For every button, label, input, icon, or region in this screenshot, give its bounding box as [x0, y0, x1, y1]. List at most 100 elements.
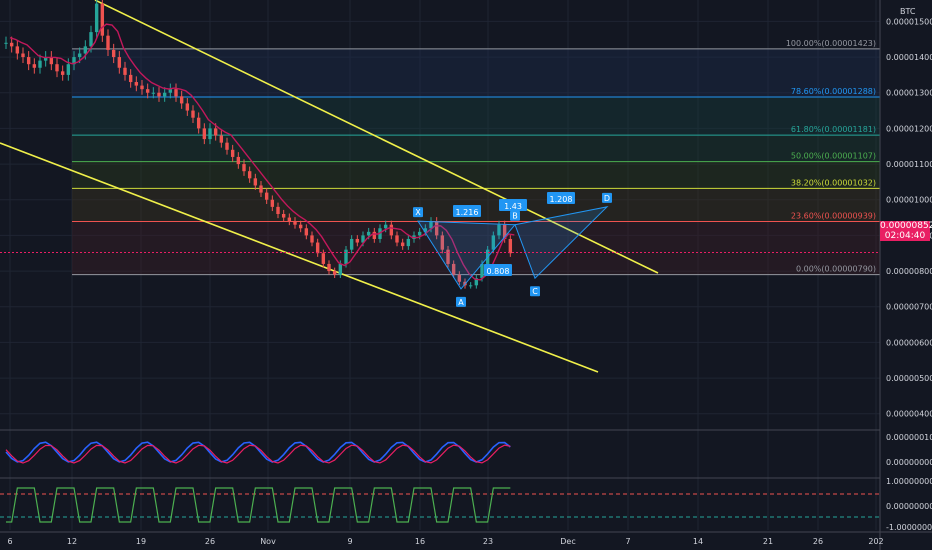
- candle-body: [111, 49, 116, 58]
- candle-body: [259, 185, 263, 193]
- y-axis-tick-label: 0.00000700: [886, 303, 932, 312]
- fib-zone: [72, 48, 880, 98]
- candle-body: [247, 171, 252, 179]
- x-axis-tick-label: 14: [693, 537, 703, 546]
- candle-body: [451, 263, 456, 275]
- candle-body: [77, 53, 82, 58]
- candle-body: [332, 271, 337, 275]
- candle-body: [185, 103, 190, 111]
- oscillator-2-line: [6, 487, 511, 523]
- candle-body: [270, 199, 275, 207]
- x-axis-tick-label: Dec: [560, 537, 575, 546]
- candle-body: [446, 249, 450, 264]
- candle-body: [168, 89, 173, 93]
- candle-body: [219, 135, 224, 143]
- x-axis-tick-label: 12: [67, 537, 77, 546]
- y-axis-tick-label: 0.00000600: [886, 338, 932, 347]
- candle-body: [145, 89, 150, 93]
- candle-body: [236, 156, 241, 165]
- candle-body: [395, 235, 399, 243]
- pattern-point-badge: [413, 207, 423, 218]
- channel-lower-line: [0, 142, 599, 373]
- x-axis-tick-label: 23: [483, 537, 493, 546]
- pattern-ratio-badge: [484, 264, 512, 276]
- fib-level-label: 100.00%(0.00001423): [786, 39, 876, 48]
- candle-body: [281, 214, 286, 218]
- candle-body: [287, 217, 292, 222]
- candle-body: [264, 192, 269, 200]
- symbol-label: BTC: [900, 7, 916, 16]
- candle-body: [26, 57, 31, 65]
- current-price-value: 0.00000852: [880, 221, 932, 231]
- osc2-tick-label: 0.00000000: [886, 502, 932, 511]
- candle-body: [344, 249, 348, 264]
- pattern-point-label: D: [604, 194, 610, 203]
- candle-body: [361, 235, 365, 243]
- candle-body: [38, 60, 42, 68]
- candle-body: [457, 274, 462, 282]
- fib-level-label: 23.60%(0.00000939): [791, 211, 876, 220]
- candle-body: [123, 67, 127, 75]
- candle-body: [83, 46, 88, 54]
- candle-body: [383, 224, 388, 229]
- pattern-point-label: X: [415, 208, 421, 217]
- candle-body: [502, 224, 507, 239]
- x-axis-tick-label: 7: [625, 537, 630, 546]
- candle-body: [389, 224, 394, 236]
- candle-body: [179, 96, 184, 104]
- pattern-point-badge: [530, 286, 540, 297]
- candle-body: [304, 228, 309, 236]
- candle-body: [480, 263, 484, 279]
- candle-body: [293, 221, 297, 225]
- candle-body: [32, 64, 37, 68]
- candle-body: [242, 164, 246, 172]
- candle-body: [15, 46, 20, 54]
- candle-body: [55, 64, 59, 72]
- x-axis-tick-label: Nov: [260, 537, 276, 546]
- candle-body: [208, 128, 212, 140]
- pattern-point-label: C: [532, 287, 538, 296]
- x-axis-tick-label: 16: [415, 537, 425, 546]
- x-axis-tick-label: 202: [868, 537, 883, 546]
- candle-body: [72, 57, 76, 65]
- y-axis-tick-label: 0.00001100: [886, 160, 932, 169]
- candle-body: [60, 71, 65, 75]
- candle-body: [372, 231, 377, 239]
- candle-body: [117, 57, 122, 68]
- pattern-point-badge: [456, 296, 466, 307]
- candle-body: [162, 92, 167, 97]
- fib-level-label: 50.00%(0.00001107): [791, 152, 876, 161]
- candle-body: [49, 57, 54, 65]
- pattern-point-label: A: [458, 298, 464, 307]
- candle-body: [468, 285, 473, 287]
- candle-body: [43, 57, 48, 61]
- candle-body: [225, 142, 229, 150]
- candle-body: [276, 206, 280, 214]
- y-axis-tick-label: 0.00000500: [886, 374, 932, 383]
- osc2-tick-label: -1.00000000: [886, 523, 932, 532]
- pattern-ratio-label: 1.208: [550, 195, 573, 204]
- pattern-ratio-badge: [453, 205, 481, 217]
- candle-body: [338, 263, 343, 275]
- pattern-xab-triangle: [417, 220, 517, 290]
- candle-body: [400, 242, 405, 247]
- candle-body: [9, 42, 14, 47]
- candle-body: [310, 235, 314, 243]
- pattern-ratio-label: 1.43: [504, 202, 522, 211]
- pattern-ratio-badge: [499, 199, 527, 211]
- candle-body: [417, 231, 422, 236]
- channel-upper-line: [94, 0, 659, 274]
- candle-body: [497, 224, 501, 236]
- candle-body: [298, 224, 303, 229]
- candle-body: [355, 238, 360, 243]
- candle-body: [366, 231, 371, 236]
- pattern-point-badge: [510, 210, 520, 221]
- candle-body: [89, 32, 93, 47]
- osc1-tick-label: 0.00000000: [886, 458, 932, 467]
- x-axis-tick-label: 26: [813, 537, 823, 546]
- oscillator-1-red-line: [5, 444, 511, 464]
- fib-level-label: 38.20%(0.00001032): [791, 178, 876, 187]
- pattern-point-label: B: [512, 212, 518, 221]
- candle-body: [423, 228, 428, 232]
